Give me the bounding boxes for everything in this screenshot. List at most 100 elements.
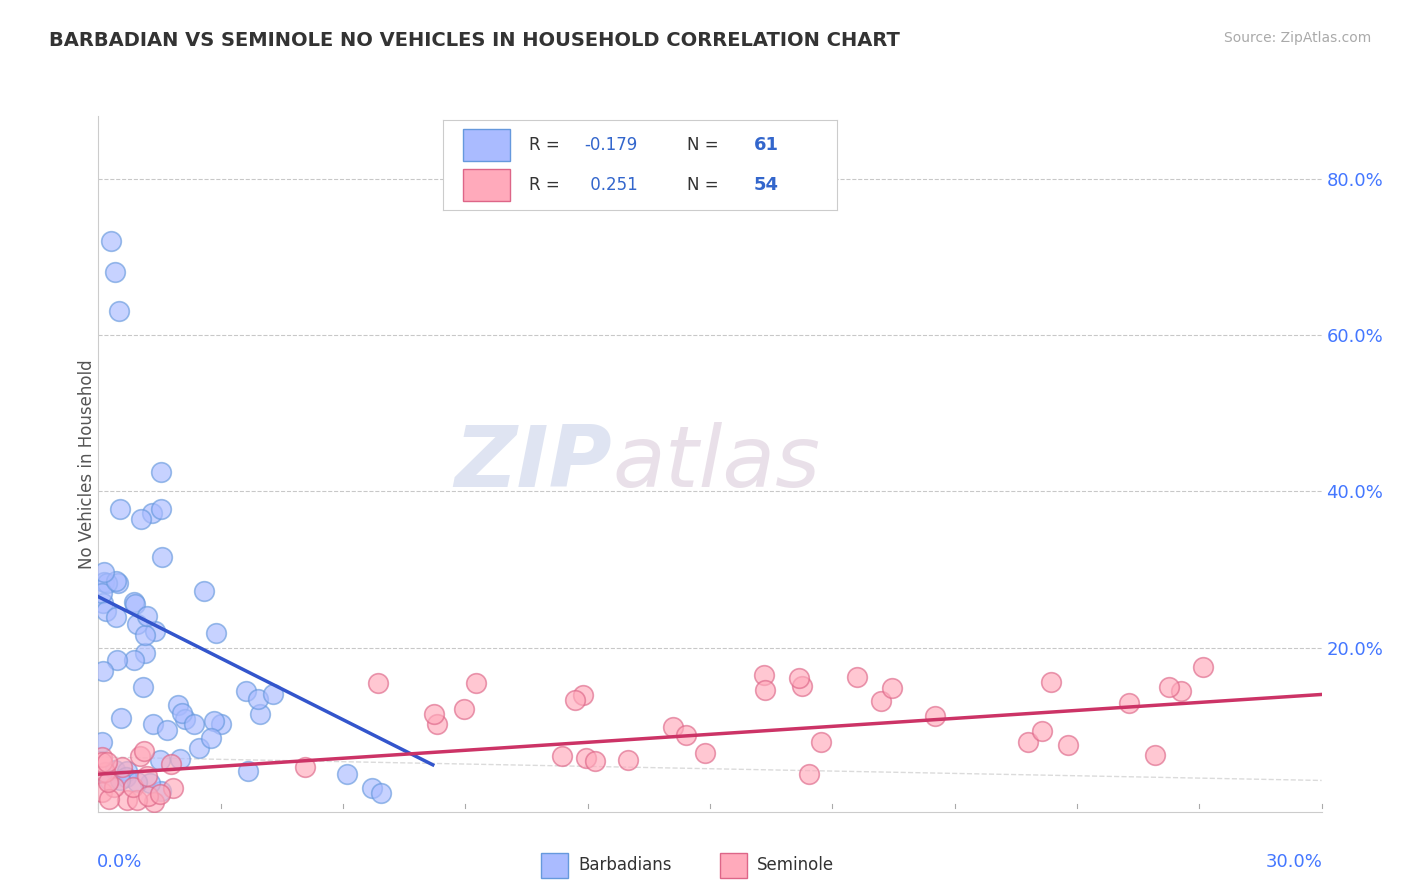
Point [142, 795, 165, 809]
Point [564, 692, 586, 706]
Point [91, 749, 114, 764]
Point [91, 586, 114, 600]
Point [96, 755, 118, 769]
Point [810, 735, 832, 749]
Point [870, 694, 893, 708]
Point [104, 763, 127, 777]
Point [238, 764, 260, 779]
Point [188, 741, 211, 756]
Point [880, 681, 903, 696]
Point [91, 664, 114, 678]
Point [1017, 734, 1039, 748]
Point [169, 752, 191, 766]
Point [117, 793, 139, 807]
Point [115, 764, 138, 778]
Text: R =: R = [530, 136, 565, 153]
Point [136, 789, 159, 803]
Point [132, 681, 155, 695]
Point [111, 760, 134, 774]
Point [183, 716, 205, 731]
Point [136, 769, 159, 783]
Point [91, 785, 114, 799]
Point [132, 744, 155, 758]
Text: N =: N = [688, 136, 724, 153]
FancyBboxPatch shape [720, 853, 747, 878]
Point [104, 574, 127, 588]
Text: 0.0%: 0.0% [97, 854, 142, 871]
Point [167, 698, 190, 712]
Point [124, 597, 146, 611]
Point [422, 707, 444, 722]
Point [846, 670, 869, 684]
Point [110, 711, 132, 725]
Point [122, 595, 145, 609]
Point [105, 652, 128, 666]
Point [336, 766, 359, 780]
Point [149, 787, 172, 801]
Point [96, 575, 118, 590]
Point [294, 760, 316, 774]
Point [149, 753, 172, 767]
Point [752, 667, 775, 681]
Point [924, 709, 946, 723]
Point [97, 792, 120, 806]
Point [134, 646, 156, 660]
Point [1157, 680, 1180, 694]
Point [108, 773, 131, 788]
Text: ZIP: ZIP [454, 422, 612, 506]
Point [617, 753, 640, 767]
FancyBboxPatch shape [541, 853, 568, 878]
Text: 61: 61 [754, 136, 779, 153]
Point [156, 723, 179, 738]
Point [107, 576, 129, 591]
Point [94, 764, 117, 779]
Point [125, 793, 148, 807]
Text: 0.251: 0.251 [585, 176, 637, 194]
FancyBboxPatch shape [463, 169, 510, 201]
Point [94, 604, 117, 618]
Point [91, 596, 114, 610]
Point [162, 780, 184, 795]
Point [104, 265, 127, 279]
Point [247, 691, 270, 706]
Point [122, 780, 145, 794]
Point [128, 749, 150, 764]
Point [792, 679, 814, 693]
Point [1192, 660, 1215, 674]
Point [108, 502, 131, 516]
Point [249, 707, 271, 722]
Point [149, 465, 172, 479]
Point [125, 617, 148, 632]
Point [551, 749, 574, 764]
Point [1170, 684, 1192, 698]
Text: -0.179: -0.179 [585, 136, 638, 153]
FancyBboxPatch shape [463, 129, 510, 161]
Point [235, 683, 257, 698]
Point [100, 234, 122, 248]
Y-axis label: No Vehicles in Household: No Vehicles in Household [79, 359, 96, 569]
Point [115, 770, 138, 784]
Point [1040, 675, 1063, 690]
Point [367, 675, 389, 690]
Point [262, 687, 284, 701]
Text: Seminole: Seminole [756, 856, 834, 874]
Point [98, 773, 121, 788]
Point [787, 671, 810, 685]
Point [129, 512, 152, 526]
Point [370, 786, 392, 800]
Point [172, 706, 194, 721]
Point [662, 720, 685, 734]
Point [193, 583, 215, 598]
Text: N =: N = [688, 176, 724, 194]
Point [141, 506, 163, 520]
Point [1031, 723, 1053, 738]
Text: R =: R = [530, 176, 565, 194]
Point [575, 751, 598, 765]
Point [93, 566, 115, 580]
Text: atlas: atlas [612, 422, 820, 506]
Point [583, 754, 606, 768]
Text: Source: ZipAtlas.com: Source: ZipAtlas.com [1223, 31, 1371, 45]
Point [693, 746, 716, 760]
Point [104, 610, 127, 624]
Point [200, 731, 222, 745]
